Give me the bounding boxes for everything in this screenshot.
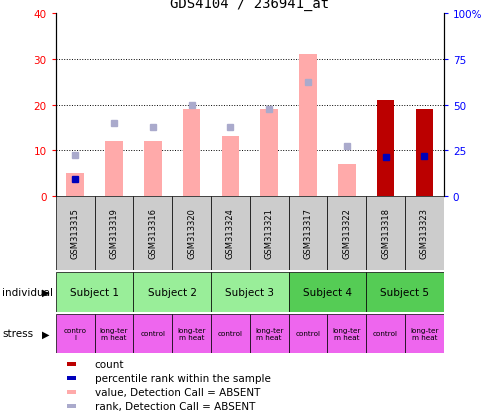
Bar bbox=[288, 314, 327, 353]
Bar bbox=[415, 110, 432, 196]
Bar bbox=[133, 273, 211, 312]
Text: GSM313318: GSM313318 bbox=[380, 208, 389, 259]
Text: rank, Detection Call = ABSENT: rank, Detection Call = ABSENT bbox=[94, 401, 255, 411]
Text: Subject 3: Subject 3 bbox=[225, 287, 274, 297]
Bar bbox=[249, 196, 288, 271]
Bar bbox=[327, 314, 365, 353]
Bar bbox=[172, 196, 211, 271]
Bar bbox=[211, 196, 249, 271]
Text: GSM313324: GSM313324 bbox=[226, 208, 234, 259]
Bar bbox=[260, 110, 277, 196]
Text: Subject 4: Subject 4 bbox=[302, 287, 351, 297]
Text: GSM313320: GSM313320 bbox=[187, 208, 196, 259]
Text: GSM313323: GSM313323 bbox=[419, 208, 428, 259]
Bar bbox=[337, 164, 355, 196]
Bar bbox=[365, 314, 404, 353]
Bar bbox=[94, 314, 133, 353]
Title: GDS4104 / 236941_at: GDS4104 / 236941_at bbox=[170, 0, 329, 11]
Text: long-ter
m heat: long-ter m heat bbox=[409, 327, 438, 340]
Bar bbox=[376, 101, 393, 196]
Bar bbox=[365, 273, 443, 312]
Bar bbox=[133, 196, 172, 271]
Bar bbox=[182, 110, 200, 196]
Bar bbox=[288, 196, 327, 271]
Bar bbox=[404, 196, 443, 271]
Text: individual: individual bbox=[2, 287, 53, 297]
Bar bbox=[67, 362, 76, 366]
Bar bbox=[94, 196, 133, 271]
Bar bbox=[66, 173, 84, 196]
Text: value, Detection Call = ABSENT: value, Detection Call = ABSENT bbox=[94, 387, 259, 397]
Text: control: control bbox=[295, 330, 320, 337]
Bar bbox=[221, 137, 239, 196]
Text: Subject 5: Subject 5 bbox=[379, 287, 429, 297]
Bar bbox=[299, 55, 316, 196]
Text: ▶: ▶ bbox=[43, 328, 50, 339]
Text: Subject 1: Subject 1 bbox=[70, 287, 119, 297]
Bar bbox=[67, 404, 76, 408]
Bar bbox=[56, 273, 133, 312]
Text: stress: stress bbox=[2, 328, 33, 339]
Bar bbox=[133, 314, 172, 353]
Text: control: control bbox=[140, 330, 165, 337]
Text: control: control bbox=[217, 330, 242, 337]
Bar bbox=[144, 142, 161, 196]
Bar bbox=[249, 314, 288, 353]
Text: ▶: ▶ bbox=[43, 287, 50, 297]
Text: count: count bbox=[94, 359, 124, 369]
Bar bbox=[56, 196, 94, 271]
Bar bbox=[105, 142, 122, 196]
Bar bbox=[172, 314, 211, 353]
Bar bbox=[211, 273, 288, 312]
Bar bbox=[211, 314, 249, 353]
Text: contro
l: contro l bbox=[63, 327, 87, 340]
Text: control: control bbox=[372, 330, 397, 337]
Text: GSM313317: GSM313317 bbox=[303, 208, 312, 259]
Text: GSM313321: GSM313321 bbox=[264, 208, 273, 259]
Text: GSM313322: GSM313322 bbox=[342, 208, 350, 259]
Bar bbox=[67, 390, 76, 394]
Text: percentile rank within the sample: percentile rank within the sample bbox=[94, 373, 270, 383]
Text: GSM313316: GSM313316 bbox=[148, 208, 157, 259]
Bar bbox=[56, 314, 94, 353]
Text: long-ter
m heat: long-ter m heat bbox=[177, 327, 205, 340]
Bar bbox=[365, 196, 404, 271]
Text: long-ter
m heat: long-ter m heat bbox=[255, 327, 283, 340]
Text: long-ter
m heat: long-ter m heat bbox=[332, 327, 360, 340]
Text: GSM313315: GSM313315 bbox=[71, 208, 79, 259]
Text: GSM313319: GSM313319 bbox=[109, 208, 118, 259]
Bar bbox=[327, 196, 365, 271]
Bar bbox=[404, 314, 443, 353]
Text: long-ter
m heat: long-ter m heat bbox=[100, 327, 128, 340]
Text: Subject 2: Subject 2 bbox=[147, 287, 197, 297]
Bar bbox=[67, 376, 76, 380]
Bar bbox=[288, 273, 365, 312]
